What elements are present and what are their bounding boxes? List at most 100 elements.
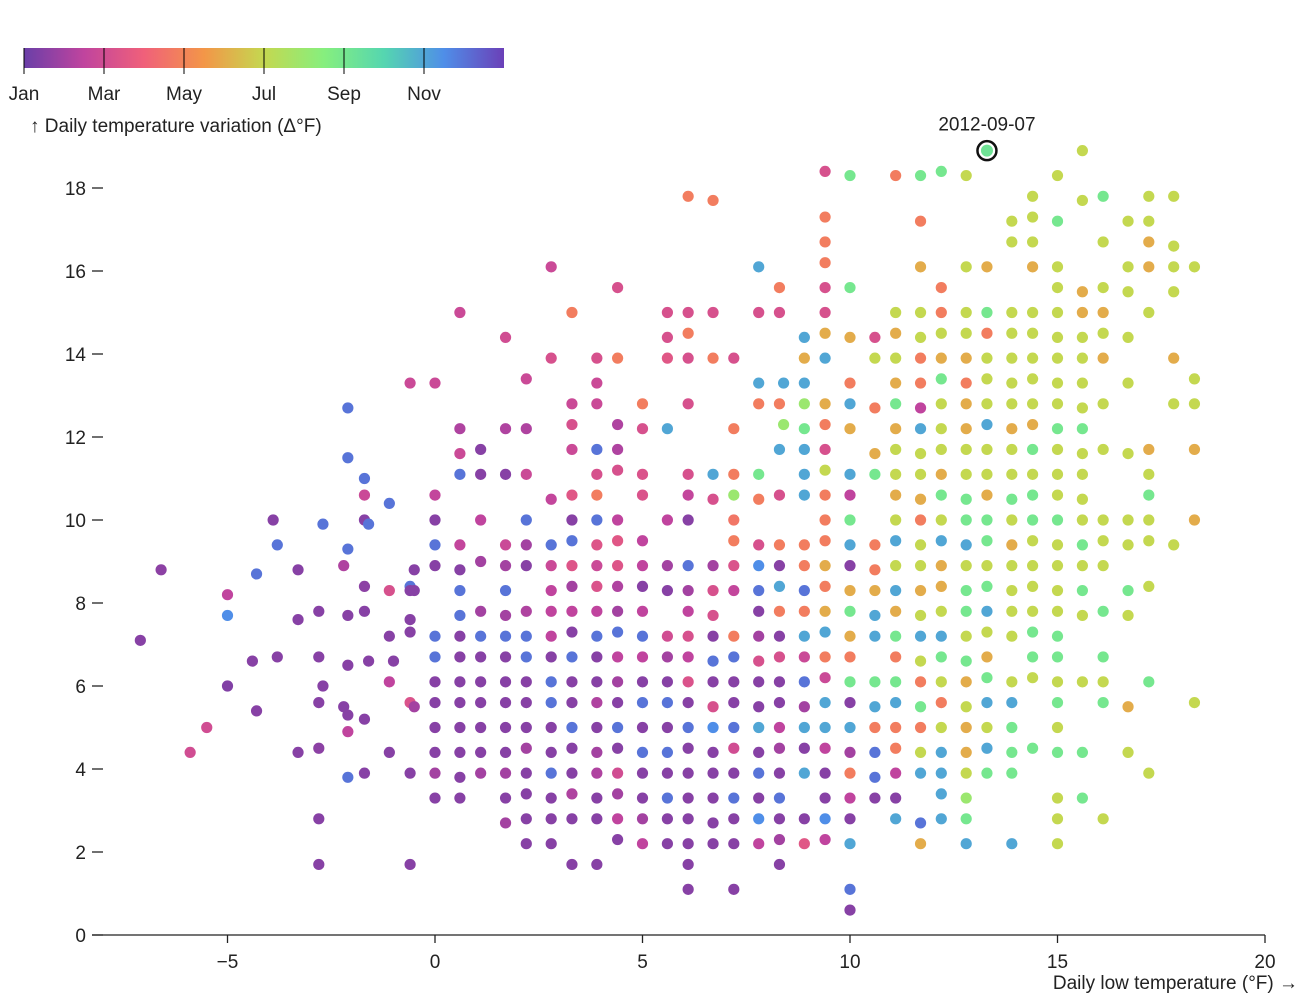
data-point[interactable] — [798, 423, 810, 435]
data-point[interactable] — [1027, 560, 1039, 572]
data-point[interactable] — [707, 767, 719, 779]
data-point[interactable] — [387, 655, 400, 667]
data-point[interactable] — [981, 605, 993, 617]
data-point[interactable] — [499, 721, 512, 734]
data-point[interactable] — [1006, 377, 1018, 389]
data-point[interactable] — [313, 742, 325, 754]
data-point[interactable] — [475, 651, 487, 663]
data-point[interactable] — [499, 767, 512, 779]
data-point[interactable] — [728, 742, 740, 754]
data-point[interactable] — [1076, 331, 1088, 343]
data-point[interactable] — [591, 792, 603, 804]
data-point[interactable] — [1027, 580, 1039, 593]
data-point[interactable] — [844, 468, 856, 480]
data-point[interactable] — [682, 468, 694, 480]
data-point[interactable] — [1051, 605, 1064, 617]
data-point[interactable] — [914, 377, 927, 389]
data-point[interactable] — [728, 651, 740, 663]
data-point[interactable] — [1006, 352, 1018, 364]
data-point[interactable] — [313, 858, 325, 871]
data-point[interactable] — [960, 352, 972, 364]
data-point[interactable] — [520, 373, 532, 385]
data-point[interactable] — [591, 443, 603, 456]
data-point[interactable] — [773, 858, 786, 871]
data-point[interactable] — [890, 813, 902, 825]
data-point[interactable] — [819, 418, 831, 431]
data-point[interactable] — [1122, 215, 1134, 227]
data-point[interactable] — [914, 584, 927, 597]
data-point[interactable] — [1076, 746, 1088, 759]
data-point[interactable] — [1051, 282, 1064, 294]
data-point[interactable] — [1051, 630, 1064, 642]
data-point[interactable] — [819, 697, 831, 709]
data-point[interactable] — [682, 630, 694, 642]
data-point[interactable] — [612, 676, 624, 688]
data-point[interactable] — [520, 630, 532, 642]
data-point[interactable] — [1097, 605, 1109, 617]
data-point[interactable] — [661, 746, 674, 759]
data-point[interactable] — [499, 676, 512, 688]
data-point[interactable] — [636, 838, 649, 850]
data-point[interactable] — [404, 614, 416, 626]
data-point[interactable] — [1097, 282, 1109, 294]
data-point[interactable] — [890, 514, 902, 526]
data-point[interactable] — [1051, 584, 1064, 597]
data-point[interactable] — [1143, 514, 1155, 526]
data-point[interactable] — [914, 169, 927, 182]
data-point[interactable] — [545, 813, 557, 825]
data-point[interactable] — [869, 331, 881, 343]
data-point[interactable] — [661, 630, 674, 642]
data-point[interactable] — [935, 605, 947, 617]
data-point[interactable] — [798, 468, 810, 480]
data-point[interactable] — [612, 418, 624, 431]
data-point[interactable] — [1051, 352, 1064, 364]
data-point[interactable] — [661, 838, 674, 850]
data-point[interactable] — [1051, 721, 1064, 734]
data-point[interactable] — [342, 659, 354, 671]
data-point[interactable] — [566, 535, 578, 547]
data-point[interactable] — [1051, 443, 1064, 456]
data-point[interactable] — [960, 838, 972, 850]
data-point[interactable] — [960, 655, 972, 667]
data-point[interactable] — [981, 580, 993, 593]
data-point[interactable] — [475, 605, 487, 617]
data-point[interactable] — [798, 630, 810, 642]
data-point[interactable] — [753, 792, 765, 804]
data-point[interactable] — [981, 514, 993, 526]
data-point[interactable] — [636, 792, 649, 804]
data-point[interactable] — [682, 352, 694, 364]
data-point[interactable] — [960, 398, 972, 410]
data-point[interactable] — [1027, 742, 1039, 754]
data-point[interactable] — [935, 788, 947, 800]
data-point[interactable] — [636, 535, 649, 547]
data-point[interactable] — [1006, 215, 1018, 227]
data-point[interactable] — [1027, 489, 1039, 501]
data-point[interactable] — [798, 584, 810, 597]
data-point[interactable] — [819, 792, 831, 804]
data-point[interactable] — [1027, 352, 1039, 364]
data-point[interactable] — [1006, 468, 1018, 480]
data-point[interactable] — [661, 331, 674, 343]
data-point[interactable] — [1051, 331, 1064, 343]
data-point[interactable] — [682, 584, 694, 597]
data-point[interactable] — [661, 352, 674, 364]
data-point[interactable] — [728, 767, 740, 779]
data-point[interactable] — [707, 609, 719, 622]
data-point[interactable] — [914, 448, 927, 460]
data-point[interactable] — [819, 327, 831, 339]
data-point[interactable] — [1051, 423, 1064, 435]
data-point[interactable] — [798, 651, 810, 663]
data-point[interactable] — [844, 792, 856, 804]
data-point[interactable] — [960, 630, 972, 642]
data-point[interactable] — [914, 215, 927, 227]
data-point[interactable] — [429, 767, 441, 779]
data-point[interactable] — [661, 584, 674, 597]
data-point[interactable] — [682, 721, 694, 734]
data-point[interactable] — [960, 813, 972, 825]
data-point[interactable] — [1076, 306, 1088, 319]
data-point[interactable] — [890, 489, 902, 501]
data-point[interactable] — [566, 676, 578, 688]
data-point[interactable] — [1122, 609, 1134, 622]
data-point[interactable] — [773, 443, 786, 456]
data-point[interactable] — [636, 721, 649, 734]
